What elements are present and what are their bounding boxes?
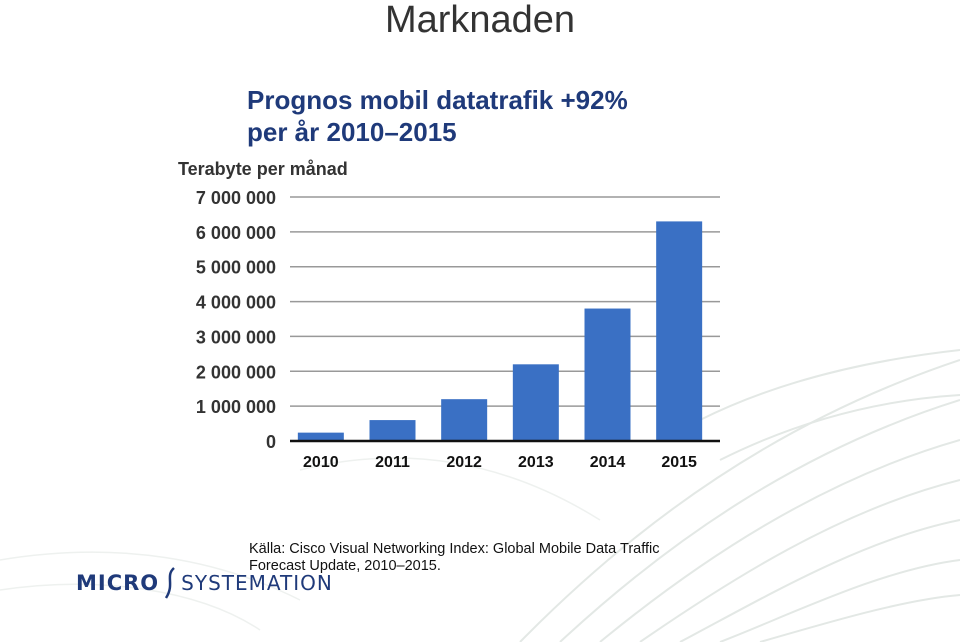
logo-text-micro: MICRO: [76, 571, 160, 595]
y-tick-label-5: 5 000 000: [196, 258, 276, 278]
source-line-2: Forecast Update, 2010–2015.: [249, 558, 441, 574]
y-tick-label-6: 6 000 000: [196, 223, 276, 243]
y-tick-label-4: 4 000 000: [196, 293, 276, 313]
chart-title-line-2: per år 2010–2015: [247, 117, 457, 147]
x-tick-label-2011: 2011: [375, 454, 410, 471]
y-axis-label: Terabyte per månad: [178, 159, 348, 179]
slide-title: Marknaden: [384, 0, 576, 41]
x-tick-label-2012: 2012: [446, 454, 482, 471]
y-tick-label-0: 0: [266, 432, 276, 452]
y-tick-label-7: 7 000 000: [196, 188, 276, 208]
y-tick-label-1: 1 000 000: [196, 397, 276, 417]
bar-2010: [297, 432, 344, 441]
bar-chart: Terabyte per månad 0 1 000 000 2 000 000 3 0…: [178, 159, 720, 471]
source-note: Källa: Cisco Visual Networking Index: Gl…: [249, 541, 769, 575]
x-tick-label-2015: 2015: [661, 454, 697, 471]
x-tick-label-2013: 2013: [518, 454, 554, 471]
bar-2011: [369, 420, 416, 441]
bar-2015: [656, 221, 703, 441]
logo-text-systemation: SYSTEMATION: [181, 571, 333, 595]
bar-2013: [512, 364, 559, 441]
x-tick-label-2014: 2014: [590, 454, 626, 471]
bar-2012: [441, 399, 488, 441]
chart-title-line-1: Prognos mobil datatrafik +92%: [247, 85, 628, 115]
company-logo: MICRO SYSTEMATION: [76, 566, 333, 600]
chart-title: Prognos mobil datatrafik +92% per år 201…: [247, 84, 628, 148]
bar-2014: [584, 308, 631, 441]
logo-swoosh-icon: [165, 567, 176, 599]
y-tick-label-2: 2 000 000: [196, 362, 276, 382]
source-line-1: Källa: Cisco Visual Networking Index: Gl…: [249, 541, 660, 557]
x-tick-label-2010: 2010: [303, 454, 339, 471]
y-tick-label-3: 3 000 000: [196, 327, 276, 347]
